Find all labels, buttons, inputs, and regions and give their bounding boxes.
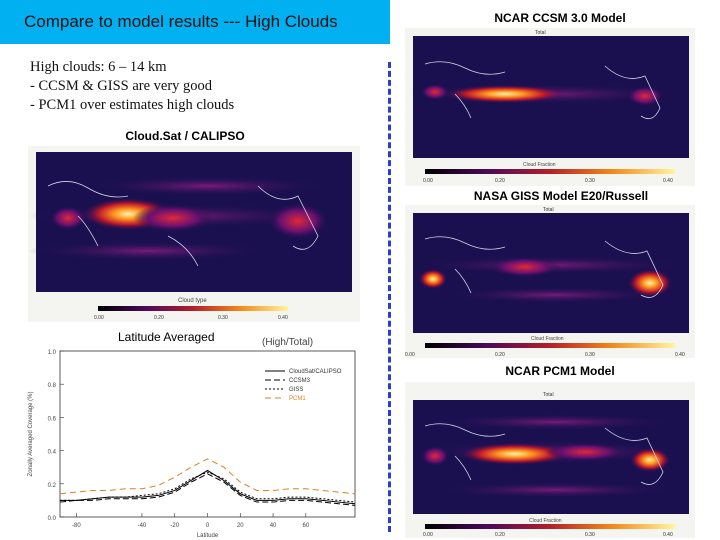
x-tick-label: -20 xyxy=(170,523,179,529)
giss-tick-0: 0.00 xyxy=(405,352,415,358)
series-line-cloudsat-calipso xyxy=(60,469,356,505)
cloudsat-tick-2: 0.30 xyxy=(218,315,228,321)
ccsm-tick-3: 0.40 xyxy=(663,178,673,184)
ccsm-tick-2: 0.30 xyxy=(585,178,595,184)
ccsm-colorbar xyxy=(425,169,675,174)
cloudsat-map-label: Cloud.Sat / CALIPSO xyxy=(125,129,245,143)
chart-axes: 0.0 0.2 0.4 0.6 0.8 1.0 -80 -40 -20 0 20 40 60 Latitu… xyxy=(28,350,356,539)
y-tick-label: 0.2 xyxy=(48,483,57,489)
series-line-giss xyxy=(60,471,356,503)
cloudsat-map-image: Cloud type 0.00 0.20 0.30 0.40 xyxy=(28,152,352,321)
x-tick-label: -40 xyxy=(138,523,147,529)
ccsm-map: Total Cloud Fraction 0.00 0.20 0.30 0.40 xyxy=(405,28,695,186)
bullet-list: High clouds: 6 – 14 km - CCSM & GISS are… xyxy=(30,58,234,115)
x-tick-label: -80 xyxy=(72,523,81,529)
dashed-divider xyxy=(388,62,391,532)
giss-tick-3: 0.40 xyxy=(675,352,685,358)
giss-colorbar-label: Cloud Fraction xyxy=(531,336,564,342)
plot-suffix-label: (High/Total) xyxy=(262,337,314,348)
chart-lines xyxy=(59,458,356,506)
pcm1-tick-1: 0.20 xyxy=(495,532,505,538)
bullet-3: - PCM1 over estimates high clouds xyxy=(30,97,235,113)
giss-colorbar xyxy=(425,343,675,348)
cloudsat-map: Cloud type 0.00 0.20 0.30 0.40 xyxy=(28,146,360,322)
bullet-2: - CCSM & GISS are very good xyxy=(30,78,213,94)
x-axis-label: Latitude xyxy=(197,533,219,539)
y-tick-label: 0.8 xyxy=(48,383,57,389)
series-line-ccsm3 xyxy=(59,473,356,506)
giss-tick-2: 0.30 xyxy=(585,352,595,358)
ccsm-colorbar-label: Cloud Fraction xyxy=(523,162,556,168)
x-tick-label: 40 xyxy=(270,523,277,529)
latitude-chart: 0.0 0.2 0.4 0.6 0.8 1.0 -80 -40 -20 0 20 40 60 Latitu… xyxy=(28,350,356,539)
cloudsat-colorbar-label: Cloud type xyxy=(178,298,207,304)
y-tick-label: 0.4 xyxy=(48,450,57,456)
cloudsat-tick-0: 0.00 xyxy=(94,315,104,321)
ccsm-inner-title: Total xyxy=(535,30,546,36)
title-bar: Compare to model results --- High Clouds xyxy=(0,0,390,44)
y-tick-label: 1.0 xyxy=(48,350,57,356)
giss-map-image: Total Cloud Fraction 0.00 0.20 0.30 0.40 xyxy=(405,207,689,358)
giss-tick-1: 0.20 xyxy=(495,352,505,358)
series-line-pcm1 xyxy=(59,458,356,495)
ccsm-map-image: Total Cloud Fraction 0.00 0.20 0.30 0.40 xyxy=(410,30,689,184)
y-tick-label: 0.6 xyxy=(48,416,57,422)
pcm1-tick-3: 0.40 xyxy=(663,532,673,538)
cloudsat-tick-3: 0.40 xyxy=(278,315,288,321)
plot-label: Latitude Averaged xyxy=(118,330,215,344)
pcm1-map: Total Cloud Fraction 0.00 0.20 0.30 0.40 xyxy=(405,382,695,538)
ccsm-tick-1: 0.20 xyxy=(495,178,505,184)
cloudsat-tick-1: 0.20 xyxy=(154,315,164,321)
y-axis-label: Zonally Averaged Coverage (%) xyxy=(28,392,34,477)
cloudsat-colorbar xyxy=(98,306,288,311)
pcm1-map-label: NCAR PCM1 Model xyxy=(505,364,615,378)
pcm1-tick-2: 0.30 xyxy=(585,532,595,538)
legend-label: PCM1 xyxy=(289,396,306,402)
legend-label: CloudSat/CALIPSO xyxy=(289,369,342,375)
ccsm-tick-0: 0.00 xyxy=(423,178,433,184)
giss-inner-title: Total xyxy=(543,207,554,213)
bullet-1: High clouds: 6 – 14 km xyxy=(30,59,167,75)
x-tick-label: 20 xyxy=(237,523,244,529)
giss-map-label: NASA GISS Model E20/Russell xyxy=(473,189,649,203)
pcm1-inner-title: Total xyxy=(543,392,554,398)
y-tick-label: 0.0 xyxy=(48,516,57,522)
pcm1-colorbar-label: Cloud Fraction xyxy=(529,518,562,524)
pcm1-tick-0: 0.00 xyxy=(423,532,433,538)
chart-legend: CloudSat/CALIPSO CCSM3 GISS PCM1 xyxy=(265,369,342,402)
pcm1-map-image: Total Cloud Fraction 0.00 0.20 0.30 0.40 xyxy=(413,392,689,538)
legend-label: CCSM3 xyxy=(289,378,311,384)
legend-label: GISS xyxy=(289,387,303,393)
plot-frame xyxy=(59,350,356,518)
x-tick-label: 60 xyxy=(302,523,309,529)
slide-title: Compare to model results --- High Clouds xyxy=(24,12,338,31)
giss-map: Total Cloud Fraction 0.00 0.20 0.30 0.40 xyxy=(405,205,695,358)
x-tick-label: 0 xyxy=(206,523,210,529)
ccsm-map-label: NCAR CCSM 3.0 Model xyxy=(494,11,626,25)
pcm1-colorbar xyxy=(425,524,675,529)
